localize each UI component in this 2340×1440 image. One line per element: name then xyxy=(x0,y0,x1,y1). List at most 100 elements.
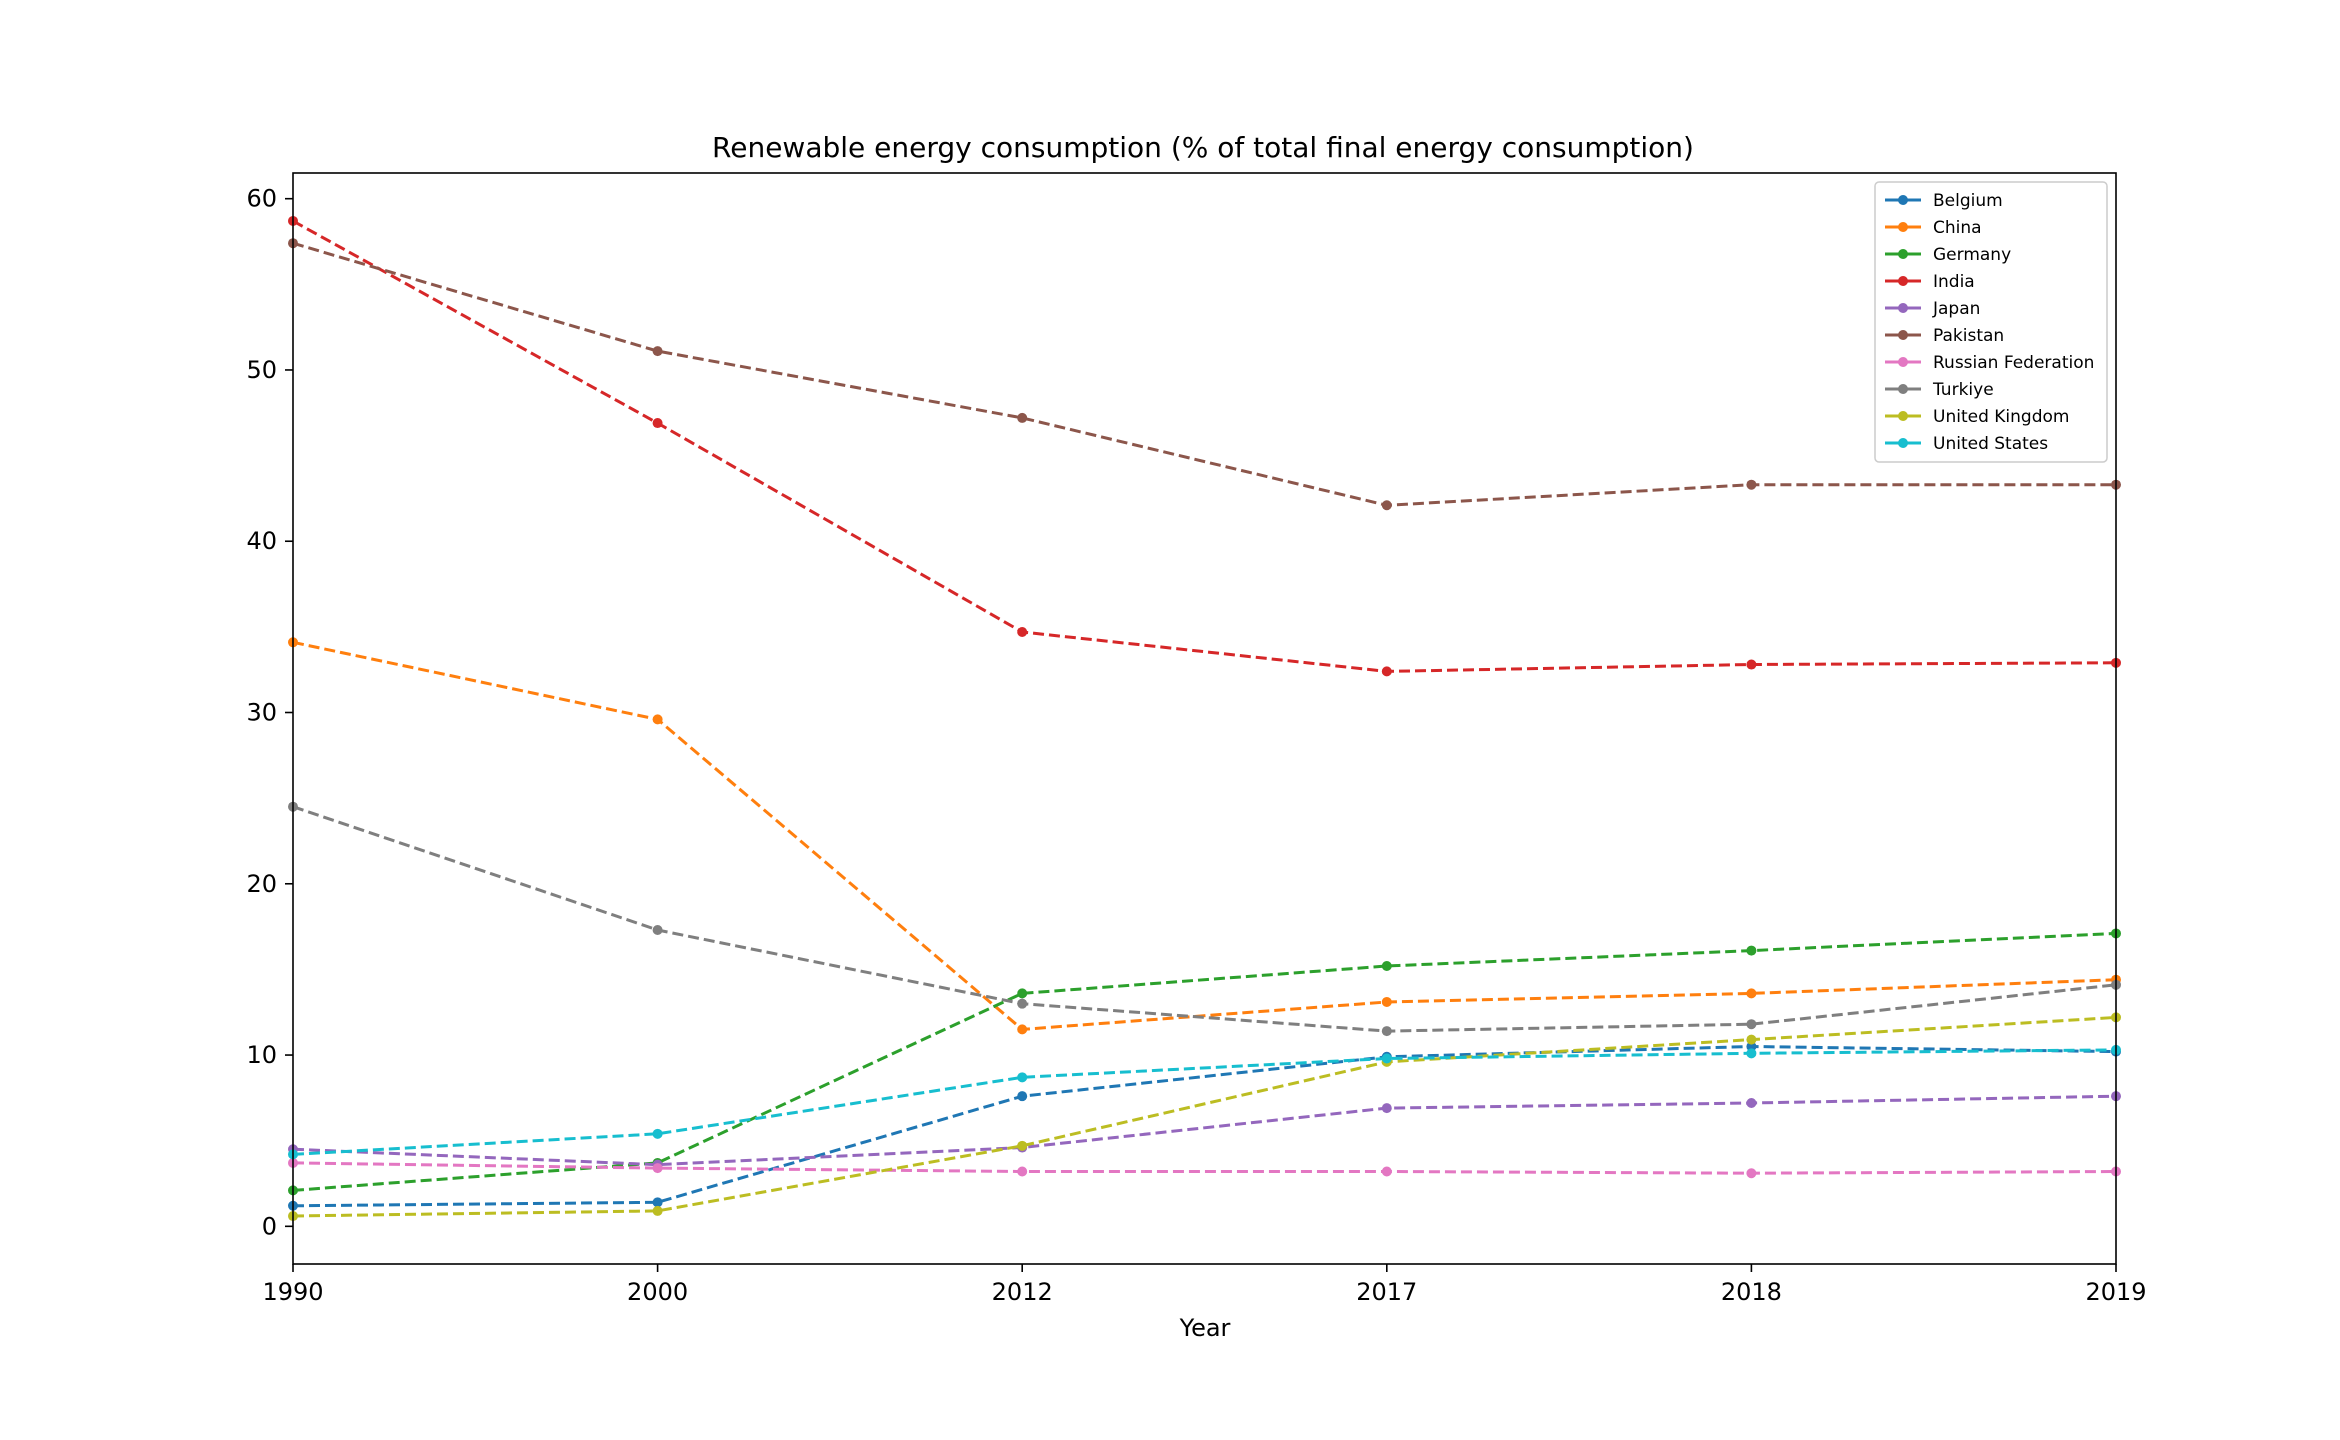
data-point xyxy=(652,1163,663,1174)
data-point xyxy=(1017,988,1028,999)
data-point xyxy=(1746,945,1757,956)
series-germany xyxy=(288,928,2121,1196)
chart-title: Renewable energy consumption (% of total… xyxy=(712,131,1694,164)
data-point xyxy=(1746,1048,1757,1059)
data-point xyxy=(1017,1166,1028,1177)
legend-item-india: India xyxy=(1885,272,1975,292)
legend-item-germany: Germany xyxy=(1885,245,2011,265)
series-line xyxy=(292,1048,2117,1156)
y-tick-label: 30 xyxy=(246,699,277,727)
y-tick-label: 50 xyxy=(246,356,277,384)
legend-marker xyxy=(1898,303,1908,313)
plot-frame xyxy=(292,172,2117,1265)
data-point xyxy=(652,1128,663,1139)
data-point xyxy=(1017,412,1028,423)
data-point xyxy=(1017,1091,1028,1102)
data-point xyxy=(1381,1103,1392,1114)
legend-marker xyxy=(1898,438,1908,448)
legend-marker xyxy=(1898,276,1908,286)
x-tick-label: 2000 xyxy=(627,1278,688,1306)
legend-label: United States xyxy=(1933,434,2048,454)
series-line xyxy=(292,219,2117,673)
data-point xyxy=(1746,479,1757,490)
data-point xyxy=(652,1197,663,1208)
series-china xyxy=(288,637,2121,1035)
legend-label: United Kingdom xyxy=(1933,407,2069,427)
series-line xyxy=(292,1161,2117,1175)
data-point xyxy=(1746,1098,1757,1109)
legend-label: Belgium xyxy=(1933,191,2003,211)
x-tick-label: 2012 xyxy=(992,1278,1053,1306)
legend-item-russian-federation: Russian Federation xyxy=(1885,353,2094,373)
data-point xyxy=(1017,1140,1028,1151)
x-tick-label: 1990 xyxy=(262,1278,323,1306)
data-point xyxy=(1381,1166,1392,1177)
x-axis-label: Year xyxy=(1179,1314,1231,1342)
series-india xyxy=(288,215,2121,677)
series-united-kingdom xyxy=(288,1012,2121,1222)
data-point xyxy=(1381,666,1392,677)
y-tick-label: 10 xyxy=(246,1041,277,1069)
legend-marker xyxy=(1898,357,1908,367)
legend-marker xyxy=(1898,330,1908,340)
series-line xyxy=(292,241,2116,507)
series-russian-federation xyxy=(288,1157,2121,1179)
legend-label: Germany xyxy=(1933,245,2011,265)
data-point xyxy=(1746,1041,1757,1052)
legend-label: Russian Federation xyxy=(1933,353,2094,373)
legend-box xyxy=(1874,181,2108,463)
y-axis: 0 10 20 30 40 50 60 xyxy=(246,185,293,1240)
data-point xyxy=(1017,627,1028,638)
x-tick-label: 2017 xyxy=(1356,1278,1417,1306)
data-point xyxy=(1746,1034,1757,1045)
legend-item-united-states: United States xyxy=(1885,434,2048,454)
data-point xyxy=(1017,1024,1028,1035)
data-point xyxy=(652,346,663,357)
legend-item-pakistan: Pakistan xyxy=(1885,326,2004,346)
legend-item-united-kingdom: United Kingdom xyxy=(1885,407,2069,427)
data-point xyxy=(1381,1026,1392,1037)
series-line xyxy=(292,1044,2117,1208)
legend-item-belgium: Belgium xyxy=(1885,191,2003,211)
series-layer xyxy=(288,215,2121,1222)
data-point xyxy=(1746,1168,1757,1179)
legend-item-turkiye: Turkiye xyxy=(1885,380,1994,400)
series-turkiye xyxy=(288,801,2121,1037)
legend-label: China xyxy=(1933,218,1982,238)
series-pakistan xyxy=(288,238,2121,511)
x-axis: 1990 2000 2012 2017 2018 2019 xyxy=(262,1264,2147,1306)
series-line xyxy=(292,805,2117,1033)
legend-label: Japan xyxy=(1932,299,1980,319)
data-point xyxy=(1381,960,1392,971)
y-tick-label: 40 xyxy=(246,527,277,555)
legend-marker xyxy=(1898,249,1908,259)
data-point xyxy=(1381,1053,1392,1064)
legend-marker xyxy=(1898,411,1908,421)
legend-item-japan: Japan xyxy=(1885,299,1980,319)
data-point xyxy=(652,418,663,429)
y-tick-label: 0 xyxy=(262,1212,277,1240)
series-line xyxy=(292,640,2117,1031)
x-tick-label: 2018 xyxy=(1721,1278,1782,1306)
data-point xyxy=(1746,1019,1757,1030)
legend-marker xyxy=(1898,384,1908,394)
data-point xyxy=(1381,996,1392,1007)
legend-marker xyxy=(1898,195,1908,205)
y-tick-label: 60 xyxy=(246,185,277,213)
data-point xyxy=(652,1205,663,1216)
legend-label: Turkiye xyxy=(1932,380,1994,400)
series-line xyxy=(292,931,2117,1192)
data-point xyxy=(1746,988,1757,999)
legend-item-china: China xyxy=(1885,218,1982,238)
legend-label: Pakistan xyxy=(1933,326,2004,346)
data-point xyxy=(1746,659,1757,670)
x-tick-label: 2019 xyxy=(2085,1278,2146,1306)
data-point xyxy=(1017,1072,1028,1083)
data-point xyxy=(1381,500,1392,511)
series-line xyxy=(292,1094,2117,1167)
data-point xyxy=(652,714,663,725)
legend-label: India xyxy=(1933,272,1975,292)
series-line xyxy=(292,1015,2117,1218)
legend-marker xyxy=(1898,222,1908,232)
